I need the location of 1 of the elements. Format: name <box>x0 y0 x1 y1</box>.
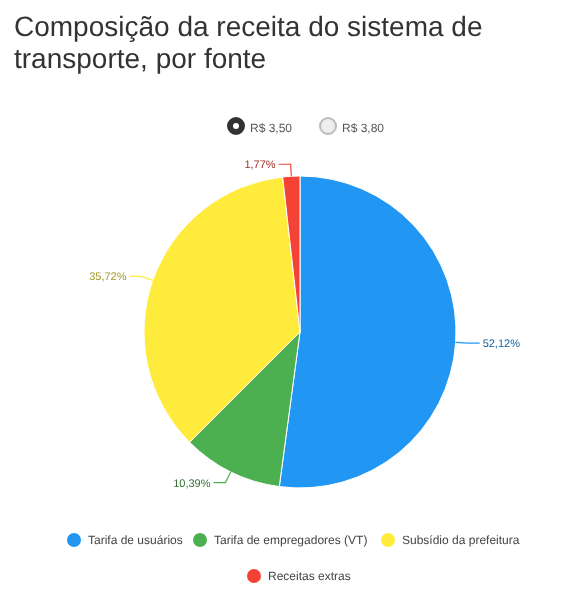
chart-title: Composição da receita do sistema de transporte, por fonte <box>14 10 483 74</box>
